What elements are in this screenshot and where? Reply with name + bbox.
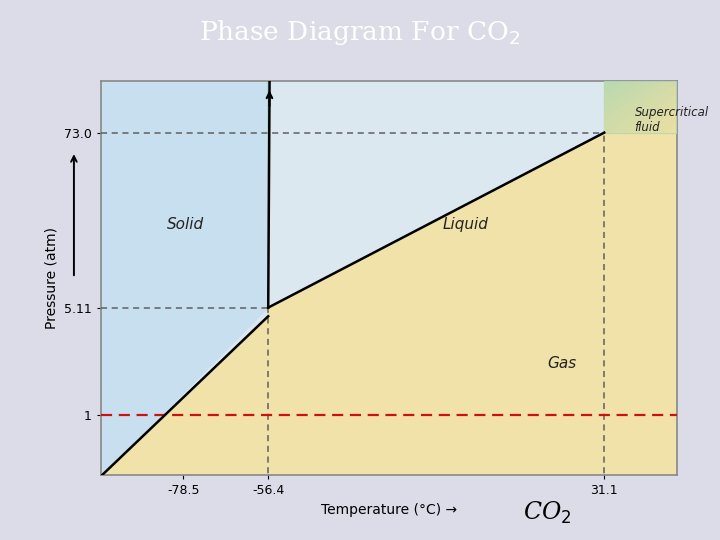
Polygon shape bbox=[604, 81, 677, 133]
Polygon shape bbox=[101, 81, 269, 484]
X-axis label: Temperature (°C) →: Temperature (°C) → bbox=[320, 503, 457, 517]
Y-axis label: Pressure (atm): Pressure (atm) bbox=[45, 227, 58, 329]
Polygon shape bbox=[269, 81, 604, 308]
Text: Supercritical
fluid: Supercritical fluid bbox=[634, 106, 708, 134]
Text: Gas: Gas bbox=[547, 355, 576, 370]
Text: Solid: Solid bbox=[167, 217, 204, 232]
Text: Liquid: Liquid bbox=[443, 217, 489, 232]
Polygon shape bbox=[101, 133, 677, 484]
Text: Phase Diagram For CO$_2$: Phase Diagram For CO$_2$ bbox=[199, 18, 521, 47]
Text: CO$_2$: CO$_2$ bbox=[523, 500, 572, 526]
